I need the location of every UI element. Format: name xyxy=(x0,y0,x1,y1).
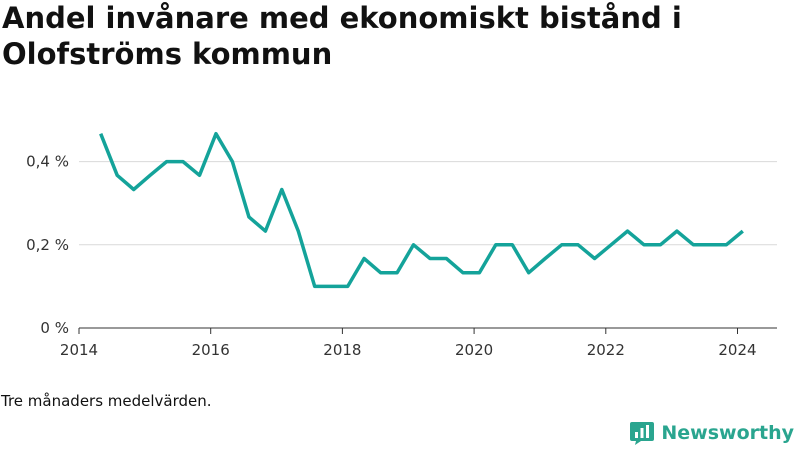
brand-name: Newsworthy xyxy=(661,422,794,444)
x-tick-label: 2018 xyxy=(323,341,361,359)
x-tick-label: 2020 xyxy=(455,341,493,359)
series-layer xyxy=(99,131,744,289)
line-chart: 2014 2016 2018 2020 2022 2024 0 % 0,2 % 0,4 % xyxy=(26,131,777,359)
series-line xyxy=(99,131,744,289)
brand-logo: Newsworthy xyxy=(629,420,794,446)
x-tick-label: 2024 xyxy=(718,341,756,359)
x-tick-label: 2014 xyxy=(60,341,98,359)
y-tick-label: 0 % xyxy=(40,319,69,337)
chart-title: Andel invånare med ekonomiskt bistånd i … xyxy=(2,1,682,71)
newsworthy-logo-icon xyxy=(630,422,655,445)
y-axis-labels: 0 % 0,2 % 0,4 % xyxy=(26,153,69,337)
x-tick-label: 2016 xyxy=(192,341,230,359)
x-axis: 2014 2016 2018 2020 2022 2024 xyxy=(60,327,777,359)
chart-footnote: Tre månaders medelvärden. xyxy=(1,392,212,410)
y-tick-label: 0,4 % xyxy=(26,153,69,171)
gridlines xyxy=(79,161,777,246)
y-tick-label: 0,2 % xyxy=(26,236,69,254)
x-tick-label: 2022 xyxy=(587,341,625,359)
